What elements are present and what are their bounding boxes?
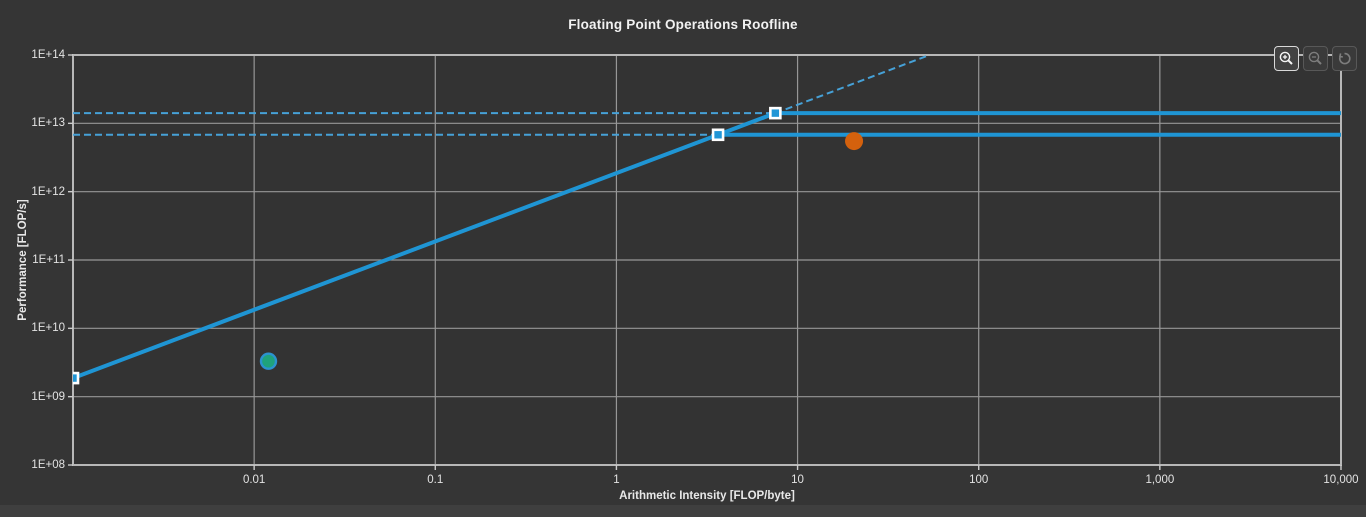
- memory-bandwidth-extension: [775, 55, 930, 115]
- magnifier-minus-icon: [1308, 51, 1322, 65]
- gridlines: [73, 55, 1341, 465]
- magnifier-plus-icon: [1279, 51, 1293, 65]
- x-axis-title: Arithmetic Intensity [FLOP/byte]: [619, 490, 795, 502]
- series-layer: [68, 55, 1341, 385]
- achieved-point-orange[interactable]: [845, 132, 864, 151]
- roofline-breakpoint-marker[interactable]: [68, 371, 80, 385]
- bottom-panel-strip: [0, 505, 1366, 517]
- roofline-breakpoint-marker[interactable]: [711, 128, 725, 142]
- tick-marks: [68, 54, 1342, 470]
- undo-zoom-button[interactable]: [1332, 46, 1357, 71]
- roofline-breakpoint-marker[interactable]: [769, 106, 782, 120]
- zoom-out-button[interactable]: [1303, 46, 1328, 71]
- plot-area[interactable]: [73, 55, 1341, 465]
- zoom-in-button[interactable]: [1274, 46, 1299, 71]
- memory-bandwidth-roofline: [73, 111, 777, 380]
- chart-title: Floating Point Operations Roofline: [568, 17, 798, 32]
- achieved-point-teal[interactable]: [259, 352, 278, 370]
- undo-icon: [1338, 52, 1351, 65]
- chart-toolbar: [1274, 46, 1357, 71]
